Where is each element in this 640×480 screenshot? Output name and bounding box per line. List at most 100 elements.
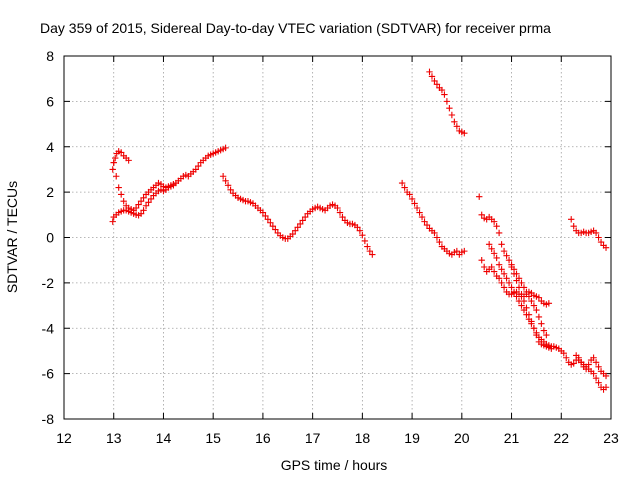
data-point: [572, 352, 580, 359]
data-point: [294, 224, 301, 231]
data-point: [140, 207, 147, 214]
x-tick-label: 15: [205, 430, 221, 446]
data-point: [560, 350, 567, 357]
data-point: [495, 261, 503, 268]
data-point: [301, 213, 309, 221]
data-point: [369, 251, 376, 258]
data-point: [416, 209, 423, 216]
data-point: [401, 184, 408, 191]
x-tick-label: 20: [454, 430, 470, 446]
data-point: [510, 288, 518, 296]
data-point: [413, 204, 421, 212]
data-point: [563, 354, 570, 361]
x-axis-label: GPS time / hours: [281, 457, 388, 473]
data-point: [490, 268, 498, 275]
data-point: [500, 270, 508, 277]
data-point: [222, 177, 229, 184]
x-tick-label: 18: [355, 430, 371, 446]
x-tick-label: 17: [305, 430, 321, 446]
data-point: [428, 73, 436, 80]
data-point: [498, 279, 505, 287]
data-point: [411, 200, 418, 207]
data-point: [480, 263, 488, 271]
data-point: [493, 254, 500, 262]
data-point: [137, 210, 145, 217]
data-point: [120, 198, 127, 205]
data-point: [498, 266, 505, 273]
data-point: [117, 191, 125, 198]
data-point: [515, 275, 523, 282]
data-point: [267, 219, 274, 226]
y-tick-label: 0: [46, 230, 54, 246]
series-segment-2: [219, 173, 376, 258]
data-point: [568, 216, 575, 223]
data-point: [538, 320, 545, 327]
data-point: [398, 179, 406, 187]
data-point: [476, 193, 483, 200]
data-point: [110, 159, 117, 166]
data-point: [299, 217, 306, 224]
data-point: [142, 202, 150, 209]
series-segment-3b: [426, 68, 468, 137]
data-points: [109, 68, 610, 393]
data-point: [503, 252, 510, 259]
data-point: [530, 302, 538, 309]
data-point: [406, 191, 413, 198]
data-point: [192, 166, 199, 173]
data-point: [543, 331, 550, 339]
series-segment-1c: [109, 182, 177, 225]
data-point: [453, 247, 461, 255]
data-point: [359, 232, 366, 239]
data-point: [595, 379, 602, 386]
data-point: [408, 195, 416, 203]
data-point: [227, 186, 234, 194]
chart-title: Day 359 of 2015, Sidereal Day-to-day VTE…: [40, 20, 551, 36]
data-point: [421, 218, 428, 225]
data-point: [269, 222, 277, 230]
data-point: [495, 229, 503, 237]
data-point: [170, 182, 177, 189]
data-point: [485, 241, 493, 248]
data-point: [222, 144, 229, 152]
data-point: [423, 221, 431, 229]
data-point: [433, 234, 441, 241]
data-point: [545, 300, 553, 307]
series-segment-1a: [109, 148, 132, 173]
x-tick-label: 19: [404, 430, 420, 446]
data-point: [125, 157, 132, 164]
data-point: [595, 234, 602, 241]
series-segment-4e: [568, 216, 610, 251]
data-point: [451, 118, 458, 125]
data-point: [602, 372, 610, 380]
data-point: [461, 129, 468, 137]
data-point: [147, 195, 155, 203]
series-segment-3a: [398, 179, 468, 258]
data-point: [595, 363, 602, 371]
data-point: [448, 111, 456, 119]
data-point: [132, 204, 140, 212]
data-point: [525, 293, 533, 300]
x-tick-label: 22: [553, 430, 569, 446]
data-point: [570, 222, 577, 230]
data-point: [446, 104, 453, 112]
data-point: [195, 162, 202, 170]
data-point: [259, 209, 267, 216]
data-point: [334, 204, 341, 212]
data-point: [145, 199, 152, 206]
series-segment-4c: [485, 241, 555, 350]
data-point: [443, 98, 451, 105]
data-point: [490, 218, 498, 225]
data-point: [361, 237, 369, 245]
data-point: [224, 182, 232, 189]
data-point: [478, 211, 485, 219]
data-point: [510, 266, 518, 273]
data-point: [112, 154, 119, 162]
data-point: [590, 354, 597, 361]
data-point: [289, 230, 296, 238]
data-point: [540, 327, 548, 334]
series-segment-4f: [572, 352, 610, 393]
data-point: [113, 173, 120, 180]
data-point: [592, 374, 600, 382]
y-tick-label: -4: [42, 320, 55, 336]
